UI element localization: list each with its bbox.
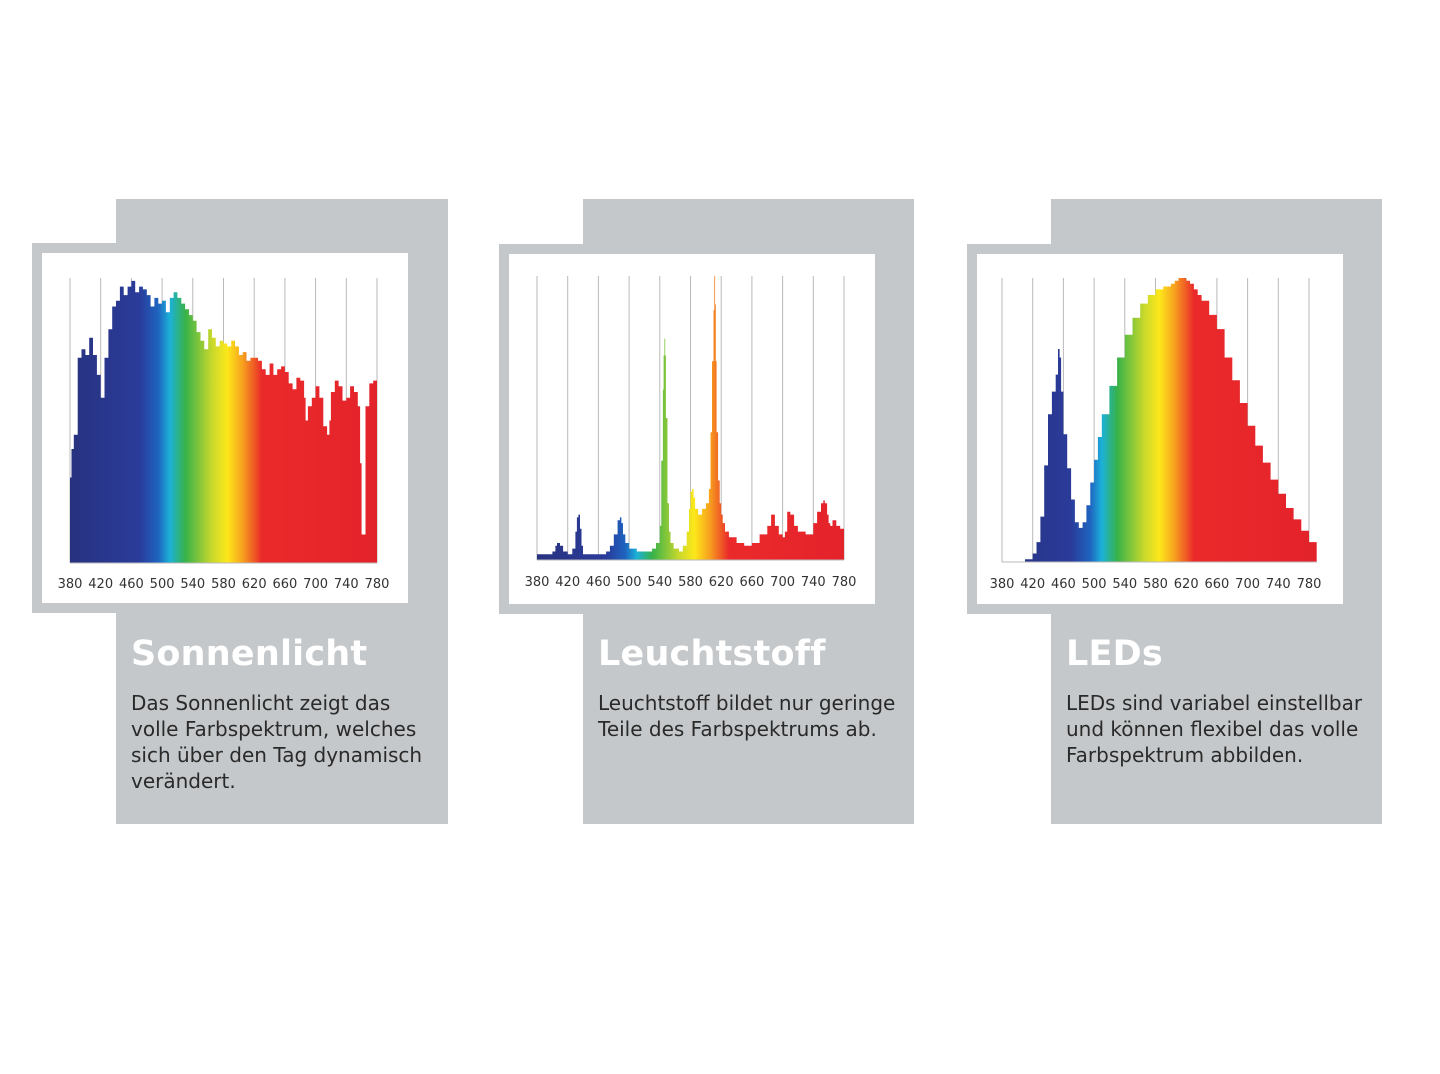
x-tick-label: 420 [88,577,113,592]
x-tick-label: 620 [1174,577,1199,592]
x-tick-label: 580 [211,577,236,592]
x-tick-label: 620 [242,577,267,592]
card-title: Sonnenlicht [131,634,368,674]
card-title: Leuchtstoff [598,634,826,674]
spectrum-chart-sonnenlicht: 380 420 460 500 540 580 620 660 700 740 780 [42,253,408,603]
spectrum-chart-leuchtstoff: 380 420 460 500 540 580 620 660 700 740 780 [509,254,875,604]
x-tick-label: 780 [832,575,857,590]
x-tick-label: 620 [709,575,734,590]
card-description: LEDs sind variabel einstellbar und könne… [1066,691,1363,767]
card-description: Leuchtstoff bildet nur geringe Teile des… [598,691,896,741]
x-tick-label: 460 [119,577,144,592]
x-tick-label: 500 [150,577,175,592]
x-tick-label: 580 [1143,577,1168,592]
spectrum-area [1002,278,1317,562]
spectrum-area [70,280,377,563]
x-tick-label: 540 [647,575,672,590]
x-tick-label: 740 [801,575,826,590]
x-tick-label: 660 [1204,577,1229,592]
x-tick-label: 700 [770,575,795,590]
x-tick-label: 700 [303,577,328,592]
x-tick-label: 660 [739,575,764,590]
x-tick-label: 780 [1297,577,1322,592]
spectrum-svg: 380 420 460 500 540 580 620 660 700 740 780 [58,278,390,592]
x-tick-label: 580 [678,575,703,590]
x-tick-label: 380 [990,577,1015,592]
x-tick-label: 540 [1112,577,1137,592]
x-tick-label: 460 [1051,577,1076,592]
card-description: Das Sonnenlicht zeigt das volle Farbspek… [131,691,423,793]
x-tick-label: 500 [1082,577,1107,592]
x-tick-label: 460 [586,575,611,590]
x-tick-label: 540 [180,577,205,592]
x-tick-label: 380 [58,577,83,592]
spectrum-area [537,276,844,560]
x-tick-label: 660 [272,577,297,592]
x-tick-label: 420 [1020,577,1045,592]
x-tick-label: 780 [365,577,390,592]
x-tick-label: 740 [334,577,359,592]
x-tick-label: 500 [617,575,642,590]
x-tick-label: 420 [555,575,580,590]
spectrum-svg: 380 420 460 500 540 580 620 660 700 740 780 [525,276,857,590]
x-tick-label: 700 [1235,577,1260,592]
x-tick-label: 380 [525,575,550,590]
spectrum-svg: 380 420 460 500 540 580 620 660 700 740 780 [990,278,1322,592]
x-tick-label: 740 [1266,577,1291,592]
spectrum-chart-leds: 380 420 460 500 540 580 620 660 700 740 780 [977,254,1343,604]
card-title: LEDs [1066,634,1163,674]
